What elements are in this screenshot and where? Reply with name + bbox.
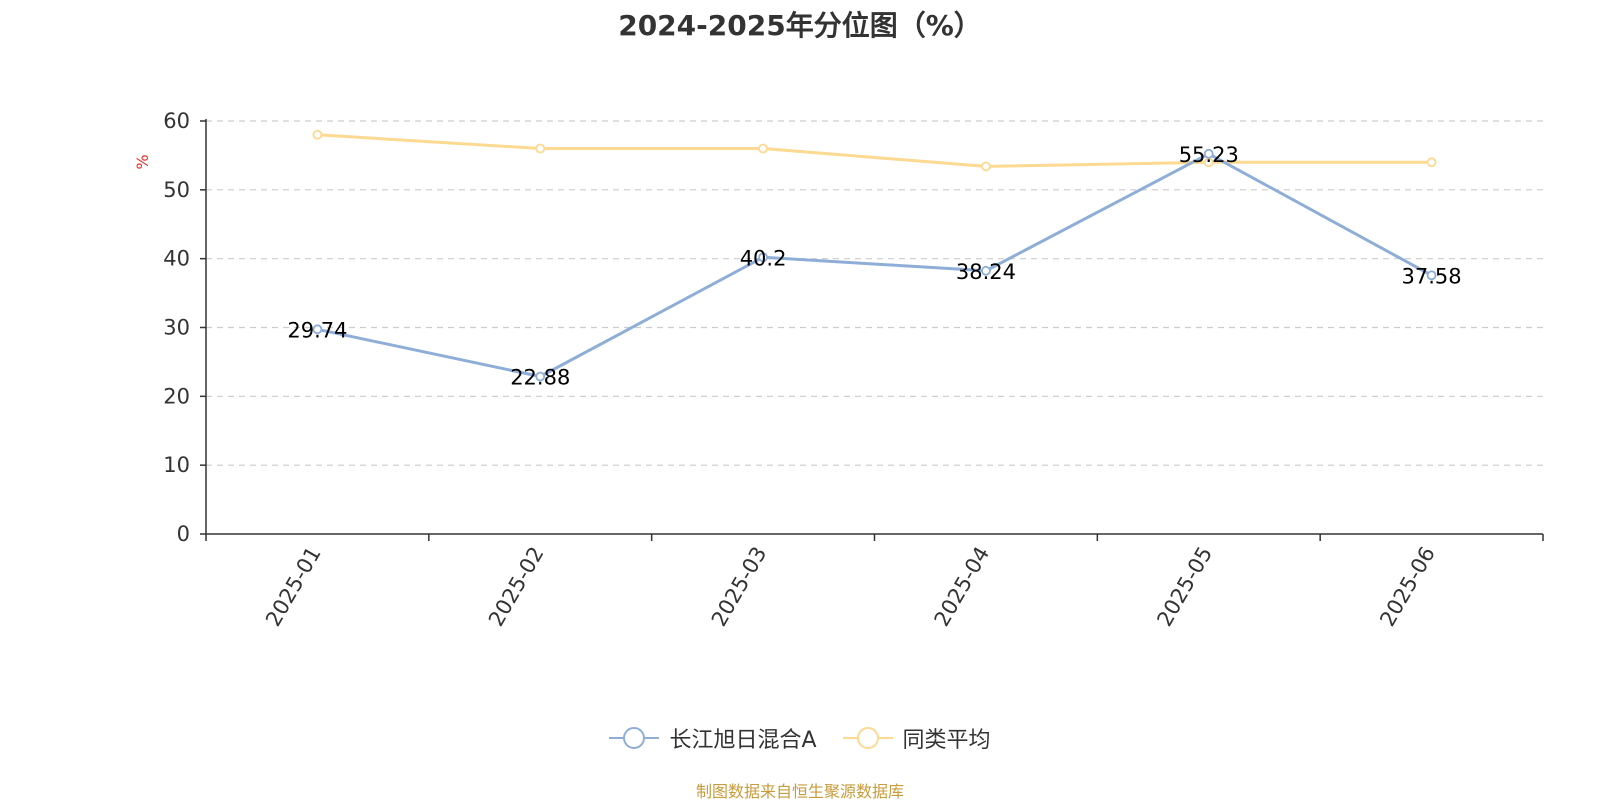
x-tick-label-2: 2025-03 xyxy=(707,543,772,631)
chart-legend: 长江旭日混合A 同类平均 xyxy=(0,722,1600,754)
data-label-1-3: 38.24 xyxy=(956,260,1016,284)
series-2-point-3 xyxy=(981,161,991,172)
data-label-1-1: 22.88 xyxy=(510,366,570,390)
legend-label-series-2: 同类平均 xyxy=(902,728,991,753)
series-2-point-2 xyxy=(758,143,768,154)
data-label-1-5: 37.58 xyxy=(1402,264,1462,288)
series-1-point-2 xyxy=(758,252,768,263)
series-line-1 xyxy=(317,152,1433,379)
y-tick-label-4: 40 xyxy=(163,247,190,271)
source-note: 制图数据来自恒生聚源数据库 xyxy=(695,782,904,801)
x-tick-label-4: 2025-05 xyxy=(1152,543,1217,631)
legend-label-series-1: 长江旭日混合A xyxy=(669,728,817,753)
data-label-1-4: 55.23 xyxy=(1179,143,1239,167)
series-2-point-1 xyxy=(535,143,546,154)
line-chart: 0 10 20 30 40 50 60% 2025-01 2025-02 2025-03 2025-… xyxy=(133,109,1544,631)
x-tick-label-0: 2025-01 xyxy=(261,543,326,631)
data-label-1-2: 40.2 xyxy=(740,246,787,270)
series-2-point-5 xyxy=(1426,157,1437,168)
y-tick-label-3: 30 xyxy=(163,316,190,340)
y-tick-label-5: 50 xyxy=(163,178,190,202)
chart-title: 2024-2025年分位图（%） xyxy=(618,9,982,42)
series-1-point-5 xyxy=(1426,270,1437,281)
legend-item-series-2[interactable]: 同类平均 xyxy=(842,722,991,754)
y-tick-label-2: 20 xyxy=(163,384,190,408)
x-tick-label-5: 2025-06 xyxy=(1375,543,1440,631)
series-1-point-3 xyxy=(981,265,991,276)
series-1-point-1 xyxy=(535,371,546,382)
legend-symbol-series-2 xyxy=(842,727,893,749)
data-label-1-0: 29.74 xyxy=(287,318,347,342)
y-tick-label-6: 60 xyxy=(163,109,190,133)
y-axis-label: % xyxy=(133,154,152,169)
x-tick-label-3: 2025-04 xyxy=(930,543,995,631)
legend-item-series-1[interactable]: 长江旭日混合A xyxy=(609,722,817,754)
legend-symbol-series-1 xyxy=(609,727,660,749)
x-tick-label-1: 2025-02 xyxy=(484,543,549,631)
series-line-2 xyxy=(317,133,1432,168)
series-1-point-0 xyxy=(312,324,323,335)
y-tick-label-1: 10 xyxy=(163,453,190,477)
series-2-point-0 xyxy=(312,129,323,140)
series-1-point-4 xyxy=(1203,148,1214,159)
y-tick-label-0: 0 xyxy=(177,522,190,546)
